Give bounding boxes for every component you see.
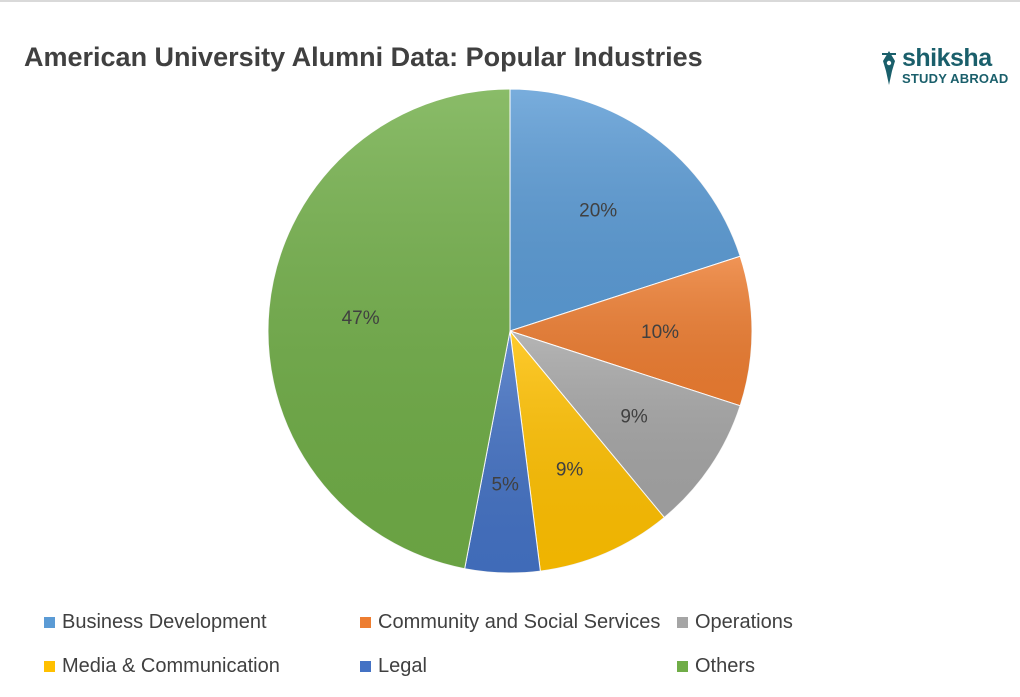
data-label-4: 5% [491,474,519,495]
pie-slice-shade-3 [510,331,665,572]
pie-slice-shade-0 [510,89,741,331]
pen-nib-icon [882,51,896,85]
pie-slice-shade-2 [510,331,741,518]
data-label-1: 10% [641,322,679,343]
chart-title: American University Alumni Data: Popular… [24,42,703,72]
logo-wordmark: shiksha [902,44,992,72]
top-border [0,0,1020,2]
logo-subtitle: STUDY ABROAD [902,71,1009,86]
data-label-2: 9% [620,406,648,427]
data-label-3: 9% [556,460,584,481]
pie-slice-shade-5 [268,89,510,569]
data-label-0: 20% [579,201,617,222]
shiksha-logo: shiksha STUDY ABROAD [880,44,1015,92]
data-label-5: 47% [342,308,380,329]
pie-slice-shade-4 [464,331,541,573]
pie-slice-shade-1 [510,256,753,406]
